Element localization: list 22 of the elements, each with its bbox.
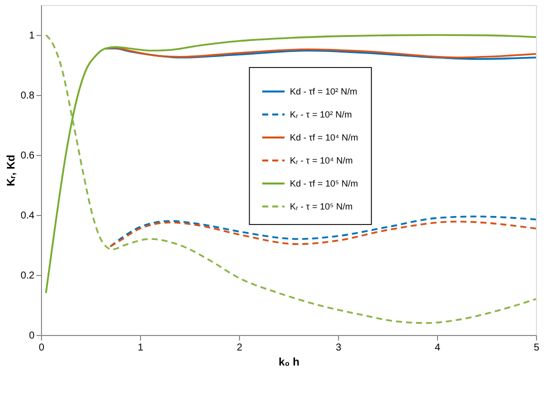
x-axis-title: k₀ h xyxy=(278,356,300,368)
legend-label: Kᵣ - τ = 10² N/m xyxy=(290,110,352,120)
line-series xyxy=(109,216,537,248)
legend-label: Kᵣ - τ = 10⁴ N/m xyxy=(290,156,353,166)
legend-label: Kd - τf = 10⁴ N/m xyxy=(290,132,358,142)
x-tick-label: 0 xyxy=(38,342,45,354)
y-tick-label: 0.4 xyxy=(20,210,35,222)
y-tick-label: 1 xyxy=(28,30,35,42)
y-tick-label: 0.2 xyxy=(20,270,35,282)
x-tick-label: 4 xyxy=(434,342,441,354)
x-tick-label: 2 xyxy=(236,342,243,354)
y-tick-label: 0 xyxy=(28,330,35,342)
line-series xyxy=(109,220,537,248)
y-tick-label: 0.6 xyxy=(20,150,35,162)
x-tick-label: 1 xyxy=(138,342,144,354)
y-axis-title: Kᵣ, Kd xyxy=(6,154,18,186)
legend-label: Kd - τf = 10² N/m xyxy=(290,86,358,96)
legend-label: Kd - τf = 10⁵ N/m xyxy=(290,178,358,188)
x-tick-label: 3 xyxy=(336,342,342,354)
x-tick-label: 5 xyxy=(534,342,540,354)
legend-label: Kᵣ - τ = 10⁵ N/m xyxy=(290,202,353,212)
y-tick-label: 0.8 xyxy=(20,90,35,102)
